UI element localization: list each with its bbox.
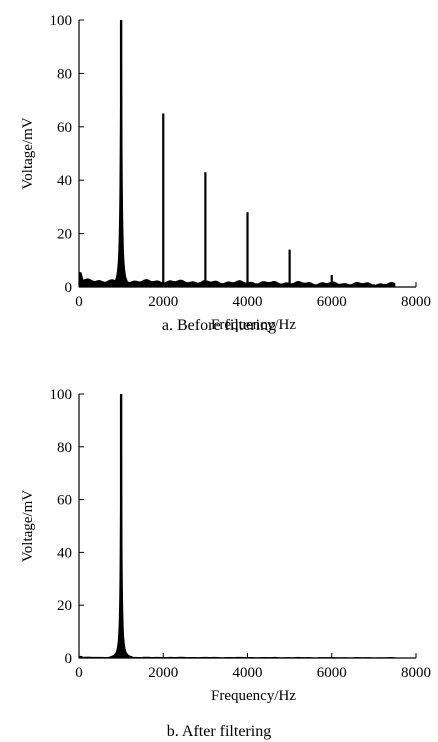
x-tick-label: 6000 [317, 665, 347, 681]
x-tick-label: 6000 [317, 294, 347, 310]
y-tick-label: 60 [57, 120, 72, 136]
x-tick-label: 0 [75, 294, 83, 310]
spectral-peak-5000 [288, 249, 291, 287]
x-axis-label: Frequency/Hz [211, 688, 296, 704]
y-tick-label: 100 [50, 13, 73, 29]
x-tick-label: 4000 [233, 294, 263, 310]
spectral-peak-3000 [204, 172, 207, 287]
x-tick-label: 4000 [233, 665, 263, 681]
x-tick-label: 8000 [401, 665, 431, 681]
spectral-peak-2000 [162, 113, 165, 287]
x-tick-label: 0 [75, 665, 83, 681]
y-tick-label: 40 [57, 545, 72, 561]
y-tick-label: 40 [57, 173, 72, 189]
y-tick-label: 20 [57, 227, 72, 243]
chart-panel-b: 0 20 40 60 80 100 0 2000 4000 6000 8000 Frequency/H… [20, 387, 431, 740]
y-tick-label: 80 [57, 440, 72, 456]
x-tick-label: 2000 [148, 294, 178, 310]
y-tick-label: 20 [57, 598, 72, 614]
chart-panel-a: 0 20 40 60 80 100 0 2000 4000 6000 8000 Frequency/H… [20, 13, 431, 334]
peak-base [289, 278, 291, 287]
spectral-peak-1000 [109, 393, 133, 659]
x-axis-label: Frequency/Hz [211, 317, 296, 333]
spectral-peak-1000 [109, 19, 133, 288]
x-tick-label: 2000 [148, 665, 178, 681]
y-tick-label: 100 [50, 387, 73, 403]
y-tick-label: 60 [57, 493, 72, 509]
y-axis-label: Voltage/mV [20, 117, 36, 189]
y-tick-label: 0 [65, 651, 73, 667]
x-tick-label: 8000 [401, 294, 431, 310]
noise-floor [78, 271, 396, 288]
chart-caption: b. After filtering [167, 723, 271, 740]
y-tick-label: 80 [57, 66, 72, 82]
peak-base [204, 278, 206, 287]
chart-caption: a. Before filtering [162, 317, 276, 334]
y-axis-label: Voltage/mV [20, 490, 36, 562]
y-tick-label: 0 [65, 280, 73, 296]
spectral-peak-4000 [246, 212, 249, 287]
